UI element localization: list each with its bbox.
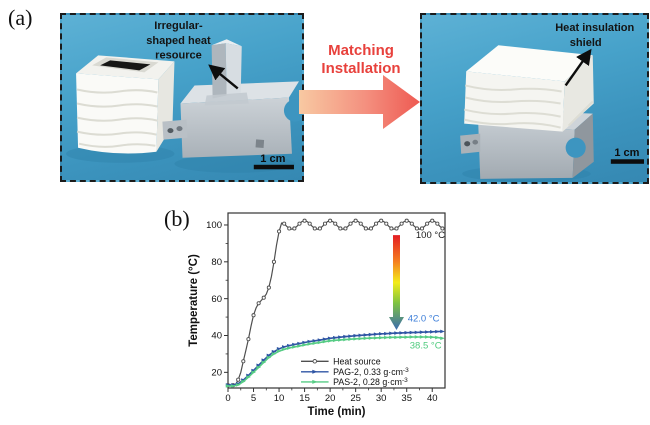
x-tick-label: 30: [376, 393, 387, 404]
legend-label: PAG-2, 0.33 g·cm-3: [333, 367, 409, 377]
temperature-drop-arrow: [388, 235, 404, 330]
plot-frame: [227, 212, 446, 389]
transition-block: Matching Installation: [297, 30, 425, 142]
transition-label-line1: Matching: [328, 42, 394, 59]
annotation-arrow: [208, 64, 239, 90]
x-axis-label: Time (min): [308, 406, 366, 418]
axes: 0 5 10 15 20 25 30 35 40 20 40 60 80 100: [206, 220, 437, 404]
x-tick-label: 5: [251, 393, 256, 404]
heat-resource-label-line1: Irregular-: [154, 20, 203, 32]
x-tick-label: 20: [325, 393, 336, 404]
photo-after-illustration: Heat insulation shield 1 cm: [460, 22, 644, 182]
scale-bar-label: 1 cm: [260, 153, 285, 165]
y-tick-label: 20: [211, 368, 222, 379]
series-pas-2: [225, 335, 445, 388]
y-tick-label: 60: [211, 294, 222, 305]
chart-annotation: 42.0 °C: [408, 314, 440, 325]
x-tick-label: 10: [274, 393, 285, 404]
heat-resource-block: [162, 39, 302, 173]
temperature-chart: 0 5 10 15 20 25 30 35 40 20 40 60 80 100 Time (min) Tem…: [188, 212, 446, 418]
foam-shield-block: [66, 55, 175, 163]
chart-annotation: 100 °C: [416, 230, 445, 241]
panel-a-label: (a): [8, 5, 33, 30]
heat-resource-label-line3: resource: [155, 49, 202, 61]
x-tick-label: 15: [299, 393, 310, 404]
x-tick-label: 0: [225, 393, 230, 404]
y-tick-label: 100: [206, 220, 222, 231]
y-axis-label: Temperature (°C): [188, 254, 200, 347]
legend-label: Heat source: [333, 356, 381, 366]
scale-bar: [610, 159, 644, 164]
y-tick-label: 80: [211, 257, 222, 268]
y-tick-label: 40: [211, 331, 222, 342]
x-tick-label: 35: [401, 393, 412, 404]
scale-bar-label: 1 cm: [614, 147, 639, 159]
transition-label-line2: Installation: [321, 60, 400, 77]
x-tick-label: 25: [350, 393, 361, 404]
shield-label-line1: Heat insulation: [555, 22, 634, 34]
series-heat-source: [225, 218, 446, 388]
photo-before-installation: Irregular- shaped heat resource 1 cm: [60, 13, 304, 182]
scale-bar: [253, 164, 294, 170]
shield-label-line2: shield: [570, 37, 602, 49]
annotation-arrow: [564, 48, 592, 87]
photo-before-illustration: Irregular- shaped heat resource 1 cm: [66, 20, 302, 173]
panel-b-label: (b): [164, 206, 190, 231]
photo-after-installation: Heat insulation shield 1 cm: [420, 13, 649, 184]
chart-annotation: 38.5 °C: [410, 340, 442, 351]
foam-shield-on-top: [463, 45, 594, 132]
legend-label: PAS-2, 0.28 g·cm-3: [333, 377, 408, 387]
matching-arrow: [299, 75, 420, 129]
heat-resource-label-line2: shaped heat: [146, 35, 211, 47]
x-tick-label: 40: [427, 393, 438, 404]
